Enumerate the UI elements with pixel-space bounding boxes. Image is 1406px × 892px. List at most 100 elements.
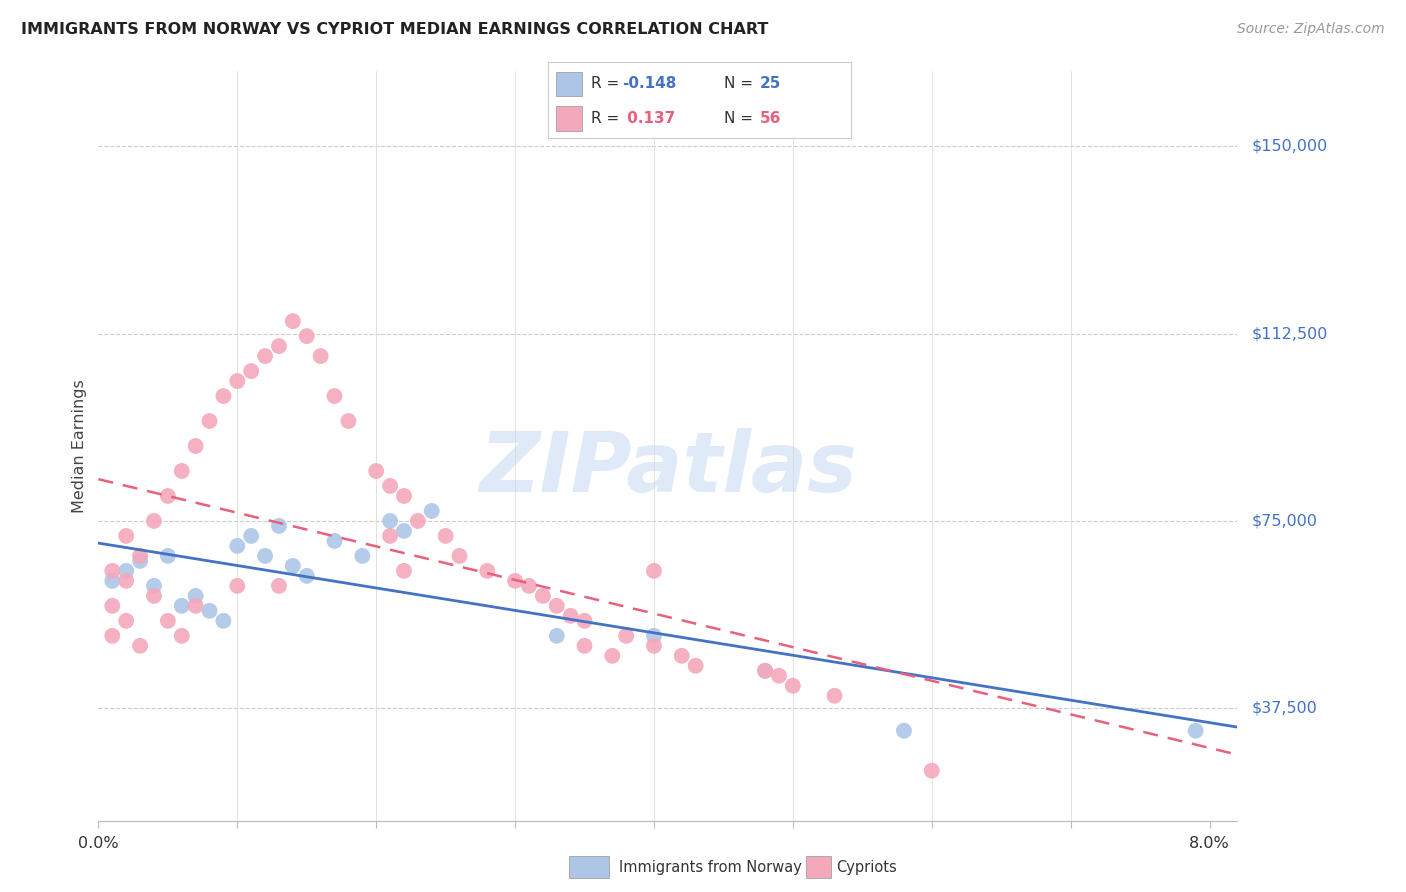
- Text: N =: N =: [724, 76, 758, 91]
- Text: $75,000: $75,000: [1251, 514, 1317, 528]
- Text: Source: ZipAtlas.com: Source: ZipAtlas.com: [1237, 22, 1385, 37]
- Point: [824, 689, 846, 703]
- Point: [392, 524, 415, 538]
- Point: [115, 574, 138, 588]
- Point: [143, 579, 166, 593]
- Text: -0.148: -0.148: [623, 76, 676, 91]
- Point: [198, 414, 221, 428]
- Point: [560, 608, 582, 623]
- Point: [1184, 723, 1206, 738]
- Text: $112,500: $112,500: [1251, 326, 1327, 341]
- Text: ZIPatlas: ZIPatlas: [479, 428, 856, 509]
- Point: [143, 514, 166, 528]
- Bar: [555, 71, 582, 95]
- Bar: [555, 106, 582, 130]
- Point: [281, 314, 304, 328]
- Point: [170, 464, 193, 478]
- Point: [184, 599, 207, 613]
- Point: [212, 614, 235, 628]
- Text: $37,500: $37,500: [1251, 701, 1317, 715]
- Point: [754, 664, 776, 678]
- Point: [352, 549, 374, 563]
- Point: [754, 664, 776, 678]
- Text: Cypriots: Cypriots: [837, 860, 897, 874]
- Text: 56: 56: [759, 111, 782, 126]
- Point: [267, 339, 290, 353]
- Point: [240, 529, 263, 543]
- Point: [323, 533, 346, 548]
- Point: [281, 558, 304, 573]
- Point: [392, 489, 415, 503]
- Y-axis label: Median Earnings: Median Earnings: [72, 379, 87, 513]
- Point: [517, 579, 540, 593]
- Point: [921, 764, 943, 778]
- Point: [392, 564, 415, 578]
- Point: [531, 589, 554, 603]
- Point: [378, 514, 401, 528]
- Point: [101, 564, 124, 578]
- Point: [893, 723, 915, 738]
- Point: [156, 614, 179, 628]
- Point: [434, 529, 457, 543]
- Point: [574, 614, 596, 628]
- Text: R =: R =: [591, 76, 624, 91]
- Point: [366, 464, 388, 478]
- Point: [546, 599, 568, 613]
- Point: [309, 349, 332, 363]
- Text: N =: N =: [724, 111, 758, 126]
- Point: [129, 639, 152, 653]
- Point: [101, 629, 124, 643]
- Point: [449, 549, 471, 563]
- Point: [600, 648, 623, 663]
- Point: [170, 629, 193, 643]
- Point: [782, 679, 804, 693]
- Point: [267, 519, 290, 533]
- Point: [685, 658, 707, 673]
- Point: [295, 569, 318, 583]
- Point: [212, 389, 235, 403]
- Text: IMMIGRANTS FROM NORWAY VS CYPRIOT MEDIAN EARNINGS CORRELATION CHART: IMMIGRANTS FROM NORWAY VS CYPRIOT MEDIAN…: [21, 22, 769, 37]
- Point: [420, 504, 443, 518]
- Point: [101, 599, 124, 613]
- Point: [226, 374, 249, 388]
- Text: Immigrants from Norway: Immigrants from Norway: [619, 860, 801, 874]
- Point: [546, 629, 568, 643]
- Point: [254, 349, 277, 363]
- Point: [226, 579, 249, 593]
- Point: [129, 549, 152, 563]
- Point: [156, 549, 179, 563]
- Point: [671, 648, 693, 663]
- Point: [643, 564, 665, 578]
- Point: [406, 514, 429, 528]
- Text: 25: 25: [759, 76, 782, 91]
- Point: [323, 389, 346, 403]
- Point: [614, 629, 637, 643]
- Point: [503, 574, 526, 588]
- Point: [295, 329, 318, 343]
- Point: [337, 414, 360, 428]
- Point: [378, 479, 401, 493]
- Point: [115, 614, 138, 628]
- Point: [184, 589, 207, 603]
- Point: [643, 639, 665, 653]
- Point: [254, 549, 277, 563]
- Point: [156, 489, 179, 503]
- Point: [477, 564, 499, 578]
- Point: [198, 604, 221, 618]
- Point: [129, 554, 152, 568]
- Text: $150,000: $150,000: [1251, 139, 1327, 153]
- Text: R =: R =: [591, 111, 628, 126]
- Text: 0.137: 0.137: [623, 111, 676, 126]
- Point: [101, 574, 124, 588]
- Point: [115, 529, 138, 543]
- Point: [143, 589, 166, 603]
- Point: [574, 639, 596, 653]
- Point: [170, 599, 193, 613]
- Point: [643, 629, 665, 643]
- Point: [768, 669, 790, 683]
- Point: [115, 564, 138, 578]
- Point: [240, 364, 263, 378]
- Point: [184, 439, 207, 453]
- Point: [226, 539, 249, 553]
- Point: [378, 529, 401, 543]
